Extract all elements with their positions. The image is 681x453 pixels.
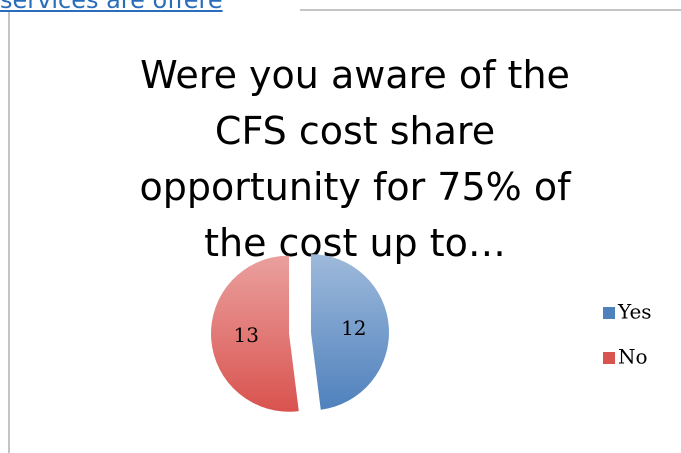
data-label: 12: [341, 316, 366, 340]
chart-title: Were you aware of the CFS cost share oppor…: [140, 53, 573, 265]
header-link[interactable]: services are offere: [0, 0, 223, 14]
legend-swatch: [603, 352, 615, 364]
slice-shine: [310, 254, 389, 410]
legend-swatch: [603, 307, 615, 319]
legend-label: No: [618, 345, 648, 369]
legend-label: Yes: [617, 300, 652, 324]
data-label: 13: [233, 323, 258, 347]
slice-shine: [211, 255, 299, 412]
